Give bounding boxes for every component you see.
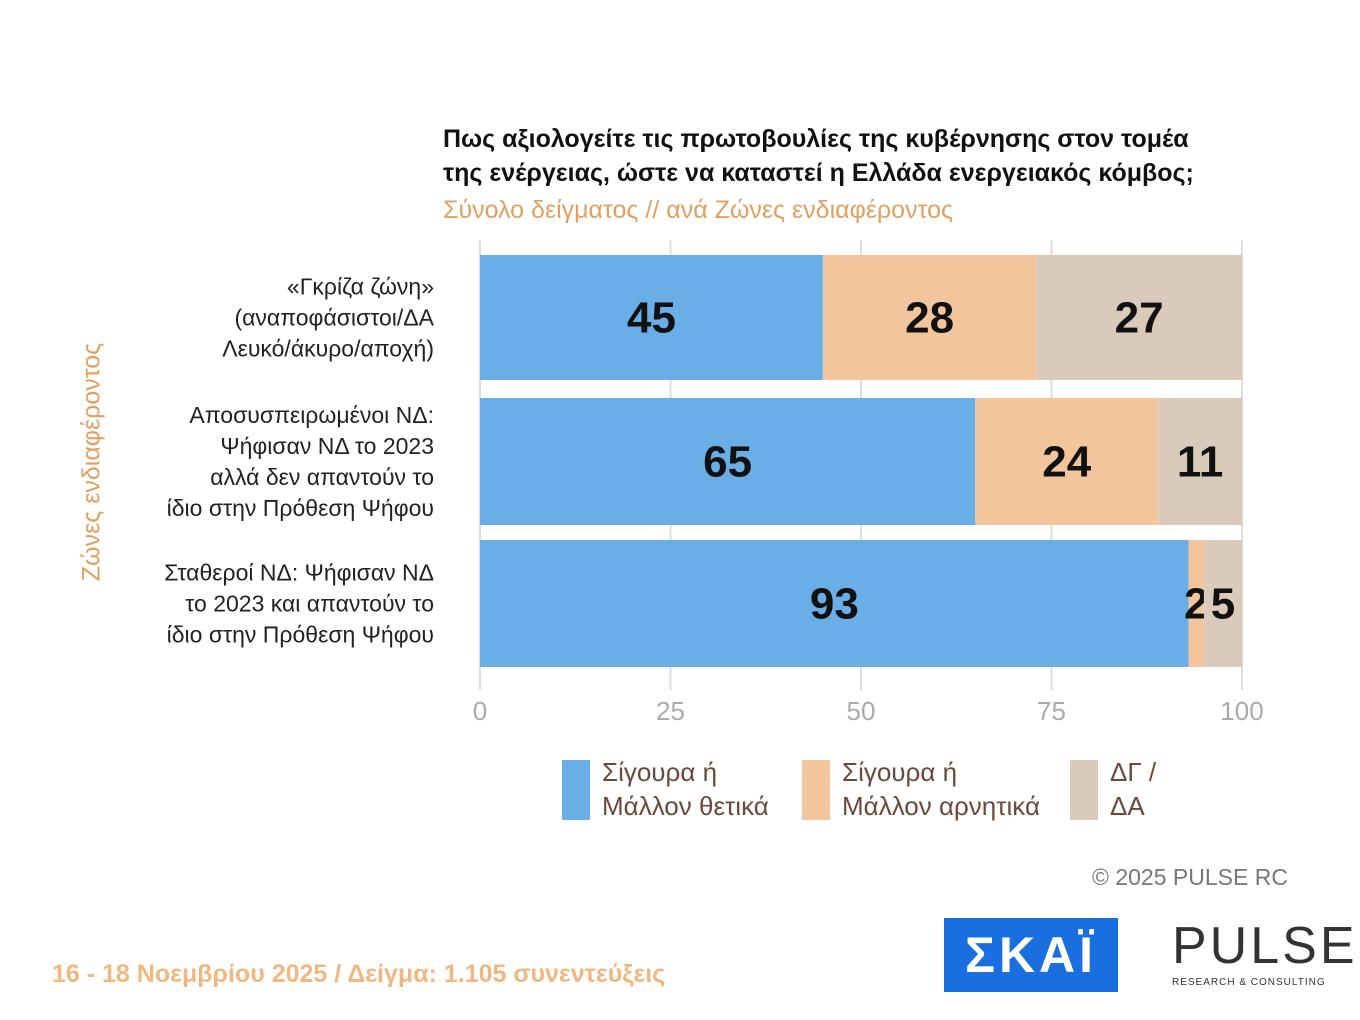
bar-segment	[1203, 540, 1242, 667]
copyright: © 2025 PULSE RC	[1092, 864, 1288, 890]
data-label: 93	[810, 580, 859, 629]
legend-label: Σίγουρα ή Μάλλον αρνητικά	[842, 757, 1041, 821]
logo-pulse-sub: RESEARCH & CONSULTING	[1172, 977, 1326, 988]
data-label: 45	[627, 294, 676, 343]
category-label: «Γκρίζα ζώνη» (αναποφάσιστοι/ΔΑ Λευκό/άκ…	[222, 273, 434, 361]
legend-label: Σίγουρα ή Μάλλον θετικά	[602, 757, 769, 821]
category-label: Αποσυσπειρωμένοι ΝΔ: Ψήφισαν ΝΔ το 2023 …	[166, 401, 434, 521]
bar-segment	[1158, 398, 1242, 525]
chart-subtitle: Σύνολο δείγματος // ανά Ζώνες ενδιαφέρον…	[443, 196, 954, 224]
data-label: 5	[1211, 580, 1235, 629]
legend-label: ΔΓ / ΔΑ	[1110, 757, 1157, 821]
bar-segment	[822, 255, 1037, 380]
bar-segment	[1036, 255, 1242, 380]
data-label: 27	[1115, 294, 1164, 343]
x-tick-label: 25	[656, 696, 685, 726]
x-tick-label: 75	[1037, 696, 1066, 726]
legend-swatch	[802, 760, 830, 820]
x-tick-label: 100	[1220, 696, 1263, 726]
x-tick-label: 50	[847, 696, 876, 726]
logo-pulse: PULSE	[1172, 917, 1358, 975]
category-label: Σταθεροί ΝΔ: Ψήφισαν ΝΔ το 2023 και απαν…	[164, 559, 434, 647]
data-label: 65	[703, 438, 752, 487]
legend-swatch	[562, 760, 590, 820]
footer-date-sample: 16 - 18 Νοεμβρίου 2025 / Δείγμα: 1.105 σ…	[52, 960, 666, 988]
legend-swatch	[1070, 760, 1098, 820]
bar-segment	[480, 255, 823, 380]
bar-segment	[480, 398, 976, 525]
data-label: 28	[905, 294, 954, 343]
data-label: 24	[1042, 438, 1091, 487]
logo-skai: ΣΚΑΪ	[944, 918, 1118, 992]
data-label: 11	[1177, 438, 1224, 487]
chart-title: Πως αξιολογείτε τις πρωτοβουλίες της κυβ…	[443, 125, 1194, 187]
x-tick-label: 0	[473, 696, 487, 726]
bar-segment	[975, 398, 1159, 525]
bar-segment	[1188, 540, 1204, 667]
bar-segment	[480, 540, 1189, 667]
